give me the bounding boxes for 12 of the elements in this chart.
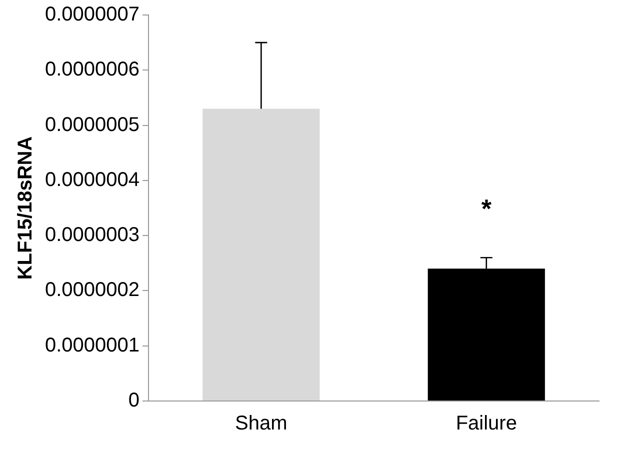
y-axis-title: KLF15/18sRNA: [14, 136, 37, 280]
y-tick-label: 0.0000001: [44, 334, 140, 356]
y-tick-label: 0.0000006: [44, 58, 140, 81]
y-tick-label: 0.0000007: [44, 4, 140, 26]
y-tick-label: 0.0000002: [44, 279, 140, 302]
annotation: *: [481, 193, 492, 224]
y-tick-label: 0.0000005: [44, 114, 140, 136]
x-tick-label: Sham: [235, 412, 288, 435]
x-tick-label: Failure: [456, 412, 517, 435]
y-tick-label: 0.0000003: [44, 224, 140, 246]
y-tick-label: 0: [128, 390, 140, 412]
y-tick-label: 0.0000004: [44, 168, 140, 191]
